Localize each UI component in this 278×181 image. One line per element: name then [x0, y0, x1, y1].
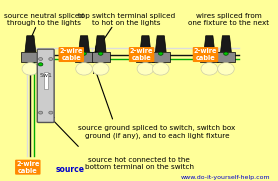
Text: wires spliced from
one fixture to the next: wires spliced from one fixture to the ne…	[188, 12, 269, 26]
Polygon shape	[155, 36, 166, 52]
Polygon shape	[95, 36, 106, 52]
Ellipse shape	[152, 63, 169, 75]
Text: 2-wire
cable: 2-wire cable	[194, 48, 217, 61]
Text: top switch terminal spliced
to hot on the lights: top switch terminal spliced to hot on th…	[78, 12, 175, 26]
Text: 2-wire
cable: 2-wire cable	[130, 48, 153, 61]
Bar	[200, 52, 218, 62]
Bar	[152, 52, 170, 62]
Polygon shape	[220, 36, 231, 52]
Text: 2-wire
cable: 2-wire cable	[16, 161, 39, 174]
Ellipse shape	[201, 63, 218, 75]
Bar	[217, 52, 235, 62]
Polygon shape	[25, 36, 36, 52]
Polygon shape	[140, 36, 151, 52]
Ellipse shape	[22, 63, 39, 75]
Text: 2-wire
cable: 2-wire cable	[59, 48, 83, 61]
Bar	[44, 71, 48, 89]
Polygon shape	[204, 36, 215, 52]
Bar	[92, 52, 110, 62]
Text: source hot connected to the
bottom terminal on the switch: source hot connected to the bottom termi…	[85, 157, 193, 170]
Ellipse shape	[76, 63, 92, 75]
Circle shape	[38, 63, 43, 66]
Text: www.do-it-yourself-help.com: www.do-it-yourself-help.com	[181, 175, 271, 180]
Ellipse shape	[137, 63, 154, 75]
Circle shape	[39, 58, 43, 60]
Text: source: source	[56, 165, 85, 174]
Circle shape	[39, 111, 43, 114]
Text: source ground spliced to switch, switch box
ground (if any), and to each light f: source ground spliced to switch, switch …	[78, 125, 235, 139]
Circle shape	[143, 52, 148, 55]
Circle shape	[49, 111, 53, 114]
Ellipse shape	[92, 63, 109, 75]
Ellipse shape	[218, 63, 234, 75]
Text: source neutral spliced
through to the lights: source neutral spliced through to the li…	[4, 12, 85, 26]
Circle shape	[82, 52, 86, 55]
Circle shape	[98, 52, 103, 55]
Circle shape	[49, 58, 53, 60]
Polygon shape	[79, 36, 90, 52]
Bar	[136, 52, 154, 62]
Text: Sw1: Sw1	[39, 73, 52, 78]
Circle shape	[224, 52, 228, 55]
Bar	[21, 52, 39, 62]
Circle shape	[207, 52, 212, 55]
Bar	[75, 52, 93, 62]
Circle shape	[158, 52, 163, 55]
FancyBboxPatch shape	[37, 49, 54, 123]
